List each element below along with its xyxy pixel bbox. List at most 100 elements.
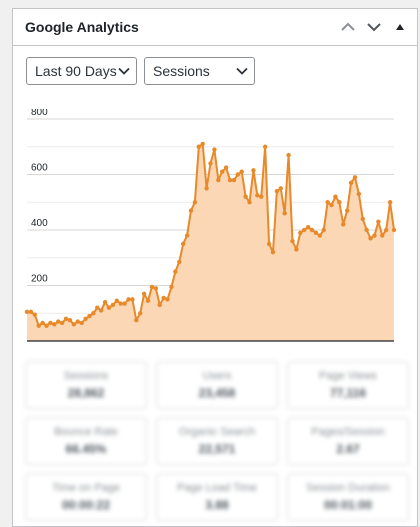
data-point [220, 169, 225, 174]
data-point [24, 309, 30, 315]
data-point [372, 233, 377, 238]
data-point [141, 291, 147, 297]
date-range-value: Last 90 Days [35, 63, 117, 79]
data-point [102, 299, 108, 305]
data-point [223, 165, 229, 170]
data-point [262, 144, 268, 149]
stat-label: Time on Page [51, 482, 121, 494]
stat-value: 77,116 [329, 386, 367, 400]
stat-label: Sessions [63, 370, 109, 382]
data-point [329, 202, 334, 208]
data-point [255, 193, 260, 198]
data-point [153, 286, 159, 291]
data-point [212, 147, 217, 152]
data-point [251, 168, 256, 173]
data-point [138, 311, 143, 316]
data-point [79, 320, 84, 326]
data-point [98, 308, 104, 313]
stat-label: Page Load Time [176, 482, 258, 494]
analytics-widget: Google Analytics Last 90 Days [12, 8, 418, 527]
data-point [247, 200, 252, 205]
data-point [333, 194, 338, 199]
data-point [337, 200, 342, 205]
stat-card: Page Load Time 3.88 [156, 473, 278, 521]
date-range-select[interactable]: Last 90 Days [26, 57, 137, 85]
data-point [298, 230, 303, 235]
data-point [126, 297, 131, 302]
data-point [227, 177, 233, 183]
data-point [309, 227, 315, 233]
data-point [122, 301, 127, 306]
metric-select[interactable]: Sessions [144, 57, 255, 85]
stats-grid: Sessions 28,862 Users 23,458 Page Views 77,11… [25, 361, 409, 521]
data-point [290, 238, 295, 244]
widget-title: Google Analytics [25, 19, 139, 35]
data-point [360, 216, 365, 222]
stat-value: 2.67 [336, 442, 360, 456]
data-point [270, 250, 276, 255]
y-tick-label: 800 [31, 109, 48, 118]
data-point [91, 311, 96, 316]
move-up-button[interactable] [339, 18, 357, 36]
data-point [67, 317, 73, 323]
data-point [387, 200, 393, 205]
data-point [266, 241, 272, 247]
widget-header: Google Analytics [13, 9, 417, 46]
data-point [376, 219, 381, 224]
data-point [188, 208, 194, 213]
data-point [180, 241, 186, 247]
metric-value: Sessions [153, 63, 210, 79]
data-point [48, 320, 53, 326]
stat-value: 3.88 [205, 498, 229, 512]
data-point [321, 227, 326, 233]
sessions-area [27, 143, 394, 341]
stat-value: 22,571 [198, 442, 236, 456]
data-point [36, 323, 41, 328]
data-point [243, 194, 248, 199]
data-point [302, 227, 307, 233]
data-point [239, 169, 244, 174]
data-point [196, 144, 201, 149]
data-point [130, 297, 135, 302]
stat-card: Users 23,458 [156, 361, 278, 409]
collapse-button[interactable] [391, 18, 409, 36]
chevron-down-icon [367, 23, 381, 32]
data-point [161, 295, 166, 301]
data-point [165, 297, 170, 302]
data-point [259, 194, 264, 199]
data-point [184, 233, 190, 238]
data-point [157, 302, 162, 308]
data-point [28, 309, 34, 315]
data-point [282, 211, 287, 216]
data-point [325, 200, 330, 205]
triangle-up-icon [396, 24, 404, 30]
data-point [313, 230, 319, 235]
data-point [348, 180, 354, 186]
data-point [231, 177, 237, 183]
stat-label: Organic Search [178, 426, 256, 438]
stat-card: Organic Search 22,571 [156, 417, 278, 465]
stat-card: Pages/Session 2.67 [287, 417, 409, 465]
data-point [114, 298, 120, 303]
data-point [59, 320, 65, 326]
data-point [52, 322, 57, 327]
stat-label: Session Duration [306, 482, 390, 494]
data-point [177, 259, 182, 265]
data-point [368, 236, 373, 241]
stat-value: 66.45% [65, 442, 107, 456]
stat-value: 28,862 [67, 386, 105, 400]
header-controls [339, 18, 409, 36]
data-point [364, 227, 369, 233]
data-point [192, 200, 198, 205]
stat-card: Bounce Rate 66.45% [25, 417, 147, 465]
data-point [106, 305, 112, 310]
move-down-button[interactable] [365, 18, 383, 36]
chevron-down-icon [118, 67, 130, 75]
y-tick-label: 600 [31, 163, 48, 174]
sessions-chart: 200 400 600 800 [24, 109, 397, 342]
stat-label: Users [202, 370, 232, 382]
y-tick-label: 200 [31, 274, 48, 285]
data-point [75, 319, 80, 324]
data-point [200, 141, 205, 147]
data-point [71, 322, 77, 327]
